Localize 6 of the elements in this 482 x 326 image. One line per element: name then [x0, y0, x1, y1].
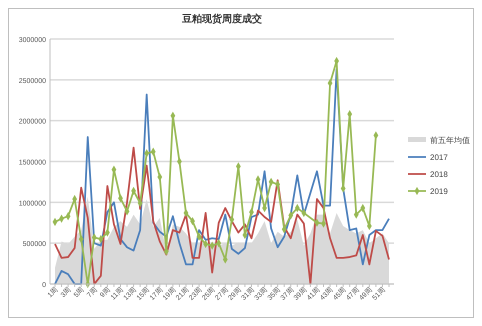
legend-label: 前五年均值 [430, 136, 470, 145]
legend-label: 2017 [430, 153, 448, 162]
legend-label: 2018 [430, 170, 448, 179]
legend-label: 2019 [430, 187, 448, 196]
chart-title: 豆粕现货周度成交 [181, 13, 262, 25]
line-series [54, 146, 390, 285]
